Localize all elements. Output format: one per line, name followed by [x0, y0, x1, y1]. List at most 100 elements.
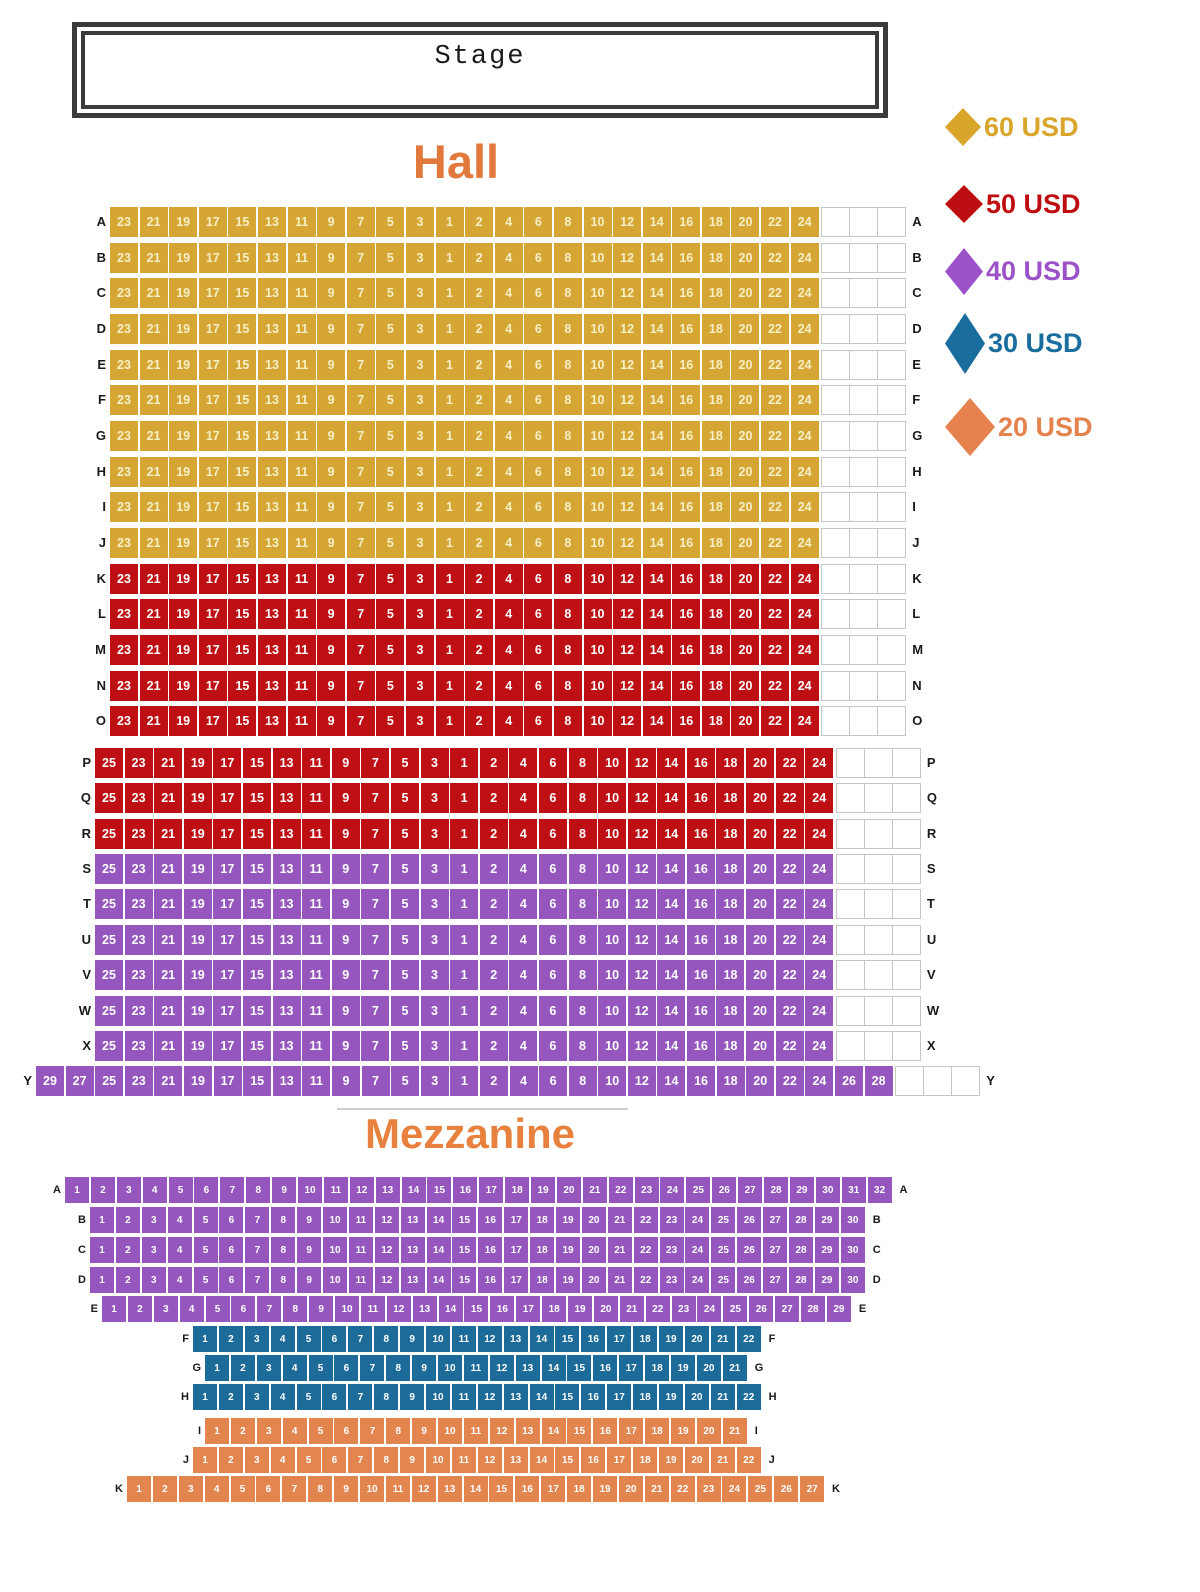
seat[interactable]: 23 [110, 385, 138, 415]
seat[interactable]: 16 [672, 457, 701, 487]
seat[interactable]: 14 [657, 783, 686, 813]
seat[interactable]: 6 [538, 960, 567, 990]
seat[interactable]: 23 [124, 889, 153, 919]
seat[interactable]: 22 [736, 1326, 761, 1352]
seat[interactable]: 17 [198, 314, 227, 344]
seat[interactable]: 11 [287, 706, 316, 736]
seat[interactable]: 22 [761, 599, 790, 629]
seat[interactable]: 3 [405, 492, 434, 522]
seat[interactable]: 21 [139, 385, 168, 415]
seat[interactable]: 20 [731, 350, 760, 380]
seat[interactable]: 9 [334, 1476, 359, 1502]
seat[interactable]: 9 [331, 748, 360, 778]
seat[interactable]: 10 [583, 492, 612, 522]
seat[interactable]: 22 [775, 783, 804, 813]
seat[interactable]: 24 [697, 1296, 722, 1322]
seat[interactable]: 26 [835, 1066, 864, 1096]
seat[interactable]: 1 [450, 748, 479, 778]
seat[interactable]: 23 [124, 748, 153, 778]
seat[interactable]: 16 [515, 1476, 540, 1502]
seat[interactable]: 11 [287, 599, 316, 629]
seat[interactable]: 11 [360, 1296, 385, 1322]
seat[interactable]: 15 [242, 819, 271, 849]
seat[interactable]: 14 [642, 207, 671, 237]
seat[interactable]: 7 [346, 243, 375, 273]
seat[interactable]: 16 [581, 1447, 606, 1473]
seat[interactable]: 9 [331, 996, 360, 1026]
seat[interactable]: 11 [302, 783, 331, 813]
seat[interactable]: 15 [242, 925, 271, 955]
seat[interactable]: 13 [400, 1207, 425, 1233]
seat[interactable]: 2 [465, 635, 494, 665]
seat[interactable]: 11 [287, 457, 316, 487]
seat[interactable]: 7 [361, 960, 390, 990]
seat[interactable]: 2 [465, 492, 494, 522]
seat[interactable]: 9 [331, 1031, 360, 1061]
seat[interactable]: 9 [331, 819, 360, 849]
seat[interactable]: 24 [790, 599, 819, 629]
seat[interactable]: 10 [438, 1418, 463, 1444]
seat[interactable]: 16 [686, 783, 715, 813]
seat[interactable]: 20 [731, 564, 760, 594]
seat[interactable]: 3 [141, 1267, 166, 1293]
seat[interactable]: 12 [613, 314, 642, 344]
seat[interactable]: 25 [748, 1476, 773, 1502]
seat[interactable]: 15 [228, 243, 257, 273]
seat[interactable]: 3 [141, 1207, 166, 1233]
seat[interactable]: 6 [524, 599, 553, 629]
seat[interactable]: 4 [494, 599, 523, 629]
seat[interactable]: 7 [361, 1031, 390, 1061]
seat[interactable]: 11 [287, 635, 316, 665]
seat[interactable]: 10 [583, 671, 612, 701]
seat[interactable]: 12 [349, 1177, 374, 1203]
seat[interactable]: 10 [598, 889, 627, 919]
seat[interactable]: 16 [672, 314, 701, 344]
seat[interactable]: 13 [272, 996, 301, 1026]
seat[interactable]: 1 [435, 564, 464, 594]
seat[interactable]: 7 [346, 492, 375, 522]
seat[interactable]: 13 [257, 421, 286, 451]
seat[interactable]: 23 [110, 314, 138, 344]
seat[interactable]: 7 [346, 457, 375, 487]
seat[interactable]: 6 [524, 635, 553, 665]
seat[interactable]: 20 [731, 243, 760, 273]
seat[interactable]: 17 [198, 528, 227, 558]
seat[interactable]: 4 [509, 1031, 538, 1061]
seat[interactable]: 8 [553, 350, 582, 380]
seat[interactable]: 2 [479, 889, 508, 919]
seat[interactable]: 6 [539, 1066, 568, 1096]
seat[interactable]: 2 [465, 457, 494, 487]
seat[interactable]: 14 [642, 385, 671, 415]
seat[interactable]: 24 [805, 819, 834, 849]
seat[interactable]: 4 [509, 819, 538, 849]
seat[interactable]: 26 [737, 1207, 762, 1233]
seat[interactable]: 11 [451, 1384, 476, 1410]
seat[interactable]: 16 [672, 207, 701, 237]
seat[interactable]: 5 [376, 243, 405, 273]
seat[interactable]: 17 [213, 925, 242, 955]
seat[interactable]: 5 [193, 1237, 218, 1263]
seat[interactable]: 12 [613, 492, 642, 522]
seat[interactable]: 15 [567, 1418, 592, 1444]
seat[interactable]: 23 [696, 1476, 721, 1502]
seat[interactable]: 21 [154, 819, 183, 849]
seat[interactable]: 3 [420, 854, 449, 884]
seat[interactable]: 25 [711, 1237, 736, 1263]
seat[interactable]: 3 [420, 960, 449, 990]
seat[interactable]: 27 [775, 1296, 800, 1322]
seat[interactable]: 13 [257, 671, 286, 701]
seat[interactable]: 13 [503, 1326, 528, 1352]
seat[interactable]: 4 [509, 1066, 538, 1096]
seat[interactable]: 3 [405, 671, 434, 701]
seat[interactable]: 24 [660, 1177, 685, 1203]
seat[interactable]: 16 [672, 243, 701, 273]
seat[interactable]: 14 [401, 1177, 426, 1203]
seat[interactable]: 21 [582, 1177, 607, 1203]
seat[interactable]: 23 [110, 207, 138, 237]
seat[interactable]: 22 [775, 854, 804, 884]
seat[interactable]: 11 [287, 492, 316, 522]
seat[interactable]: 25 [95, 748, 123, 778]
seat[interactable]: 12 [477, 1326, 502, 1352]
seat[interactable]: 12 [627, 1031, 656, 1061]
seat[interactable]: 6 [538, 996, 567, 1026]
